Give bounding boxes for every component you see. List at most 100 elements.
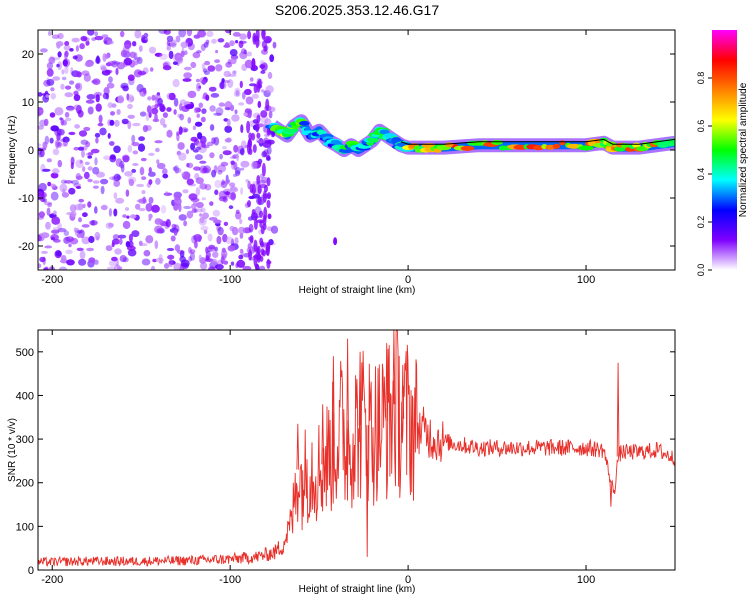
- noise-blob: [119, 160, 125, 169]
- noise-blob: [256, 114, 261, 124]
- noise-blob: [266, 199, 271, 209]
- noise-blob: [63, 230, 69, 236]
- noise-blob: [223, 70, 231, 78]
- noise-blob: [229, 40, 235, 47]
- noise-blob: [203, 229, 208, 235]
- noise-blob: [272, 41, 277, 49]
- noise-blob: [207, 233, 213, 242]
- noise-blob: [116, 175, 122, 181]
- noise-blob: [240, 160, 250, 168]
- noise-blob: [85, 99, 95, 104]
- noise-blob: [52, 76, 61, 81]
- noise-blob: [232, 70, 237, 75]
- noise-blob: [87, 106, 94, 115]
- noise-blob: [62, 58, 71, 68]
- noise-blob: [215, 64, 223, 72]
- noise-blob: [115, 158, 123, 167]
- noise-blob: [131, 168, 137, 173]
- noise-blob: [234, 170, 241, 177]
- noise-blob: [123, 57, 133, 66]
- noise-blob: [135, 203, 141, 210]
- noise-blob: [225, 236, 233, 244]
- noise-blob: [201, 79, 207, 85]
- noise-blob: [95, 56, 101, 65]
- noise-blob: [268, 110, 273, 119]
- noise-blob: [225, 61, 233, 68]
- ridge-mark: [578, 145, 594, 151]
- noise-blob: [176, 132, 180, 142]
- noise-blob: [257, 79, 262, 89]
- noise-blob: [176, 56, 183, 62]
- noise-blob: [209, 124, 215, 131]
- noise-blob: [127, 120, 132, 130]
- noise-blob: [120, 164, 125, 173]
- noise-blob: [205, 94, 210, 101]
- noise-blob: [223, 80, 231, 83]
- noise-blob: [148, 171, 156, 177]
- ridge-mark: [491, 140, 503, 145]
- noise-blob: [266, 127, 271, 136]
- noise-blob: [181, 172, 185, 177]
- noise-blob: [186, 30, 193, 37]
- noise-blob: [68, 131, 76, 136]
- noise-blob: [132, 150, 139, 155]
- noise-blob: [48, 56, 56, 64]
- x-tick-label: -200: [41, 574, 63, 586]
- noise-blob: [124, 40, 132, 49]
- spectrogram-y-ticks: -20 -10 0 10 20: [18, 49, 675, 253]
- noise-blob: [248, 195, 255, 200]
- noise-blob: [239, 248, 244, 254]
- noise-blob: [218, 81, 227, 90]
- y-tick-label: 20: [22, 49, 34, 61]
- noise-blob: [168, 258, 174, 268]
- noise-blob: [141, 258, 151, 266]
- noise-blob: [166, 247, 175, 252]
- noise-blob: [246, 51, 252, 57]
- noise-blob: [190, 249, 196, 254]
- noise-blob: [183, 128, 188, 133]
- noise-blob: [253, 239, 258, 252]
- noise-blob: [113, 61, 121, 65]
- noise-blob: [82, 166, 86, 172]
- noise-blob: [143, 32, 149, 39]
- noise-blob: [132, 41, 137, 47]
- noise-blob: [120, 49, 128, 58]
- noise-blob: [99, 127, 107, 136]
- noise-blob: [54, 107, 64, 116]
- noise-blob: [105, 222, 114, 229]
- x-tick-label: 0: [405, 574, 411, 586]
- noise-blob: [100, 204, 108, 211]
- noise-blob: [59, 117, 63, 121]
- noise-blob: [95, 137, 99, 144]
- noise-blob: [95, 103, 102, 112]
- noise-blob: [201, 63, 206, 70]
- snr-spike: [401, 364, 405, 419]
- colorbar-tick-label: 0.0: [696, 264, 706, 277]
- noise-blob: [260, 110, 268, 118]
- noise-blob: [107, 102, 114, 109]
- noise-blob: [201, 108, 207, 114]
- noise-blob: [71, 37, 80, 43]
- noise-blob: [204, 60, 211, 66]
- y-tick-label: 400: [16, 390, 34, 402]
- snr-spike: [346, 338, 349, 445]
- noise-blob: [147, 96, 152, 101]
- noise-blob: [75, 186, 82, 189]
- noise-blob: [199, 160, 207, 164]
- noise-blob: [157, 97, 163, 106]
- noise-blob: [59, 266, 67, 270]
- snr-spike: [296, 423, 300, 470]
- noise-blob: [214, 59, 221, 63]
- noise-blob: [132, 163, 139, 166]
- x-tick-label: 100: [577, 574, 595, 586]
- noise-blob: [51, 229, 60, 234]
- noise-blob: [198, 85, 202, 89]
- noise-blob: [201, 197, 206, 201]
- noise-blob: [127, 114, 135, 119]
- noise-blob: [76, 71, 82, 78]
- noise-blob: [185, 149, 189, 155]
- noise-blob: [223, 221, 229, 226]
- noise-blob: [162, 173, 169, 179]
- noise-blob: [117, 95, 125, 104]
- noise-blob: [68, 187, 76, 195]
